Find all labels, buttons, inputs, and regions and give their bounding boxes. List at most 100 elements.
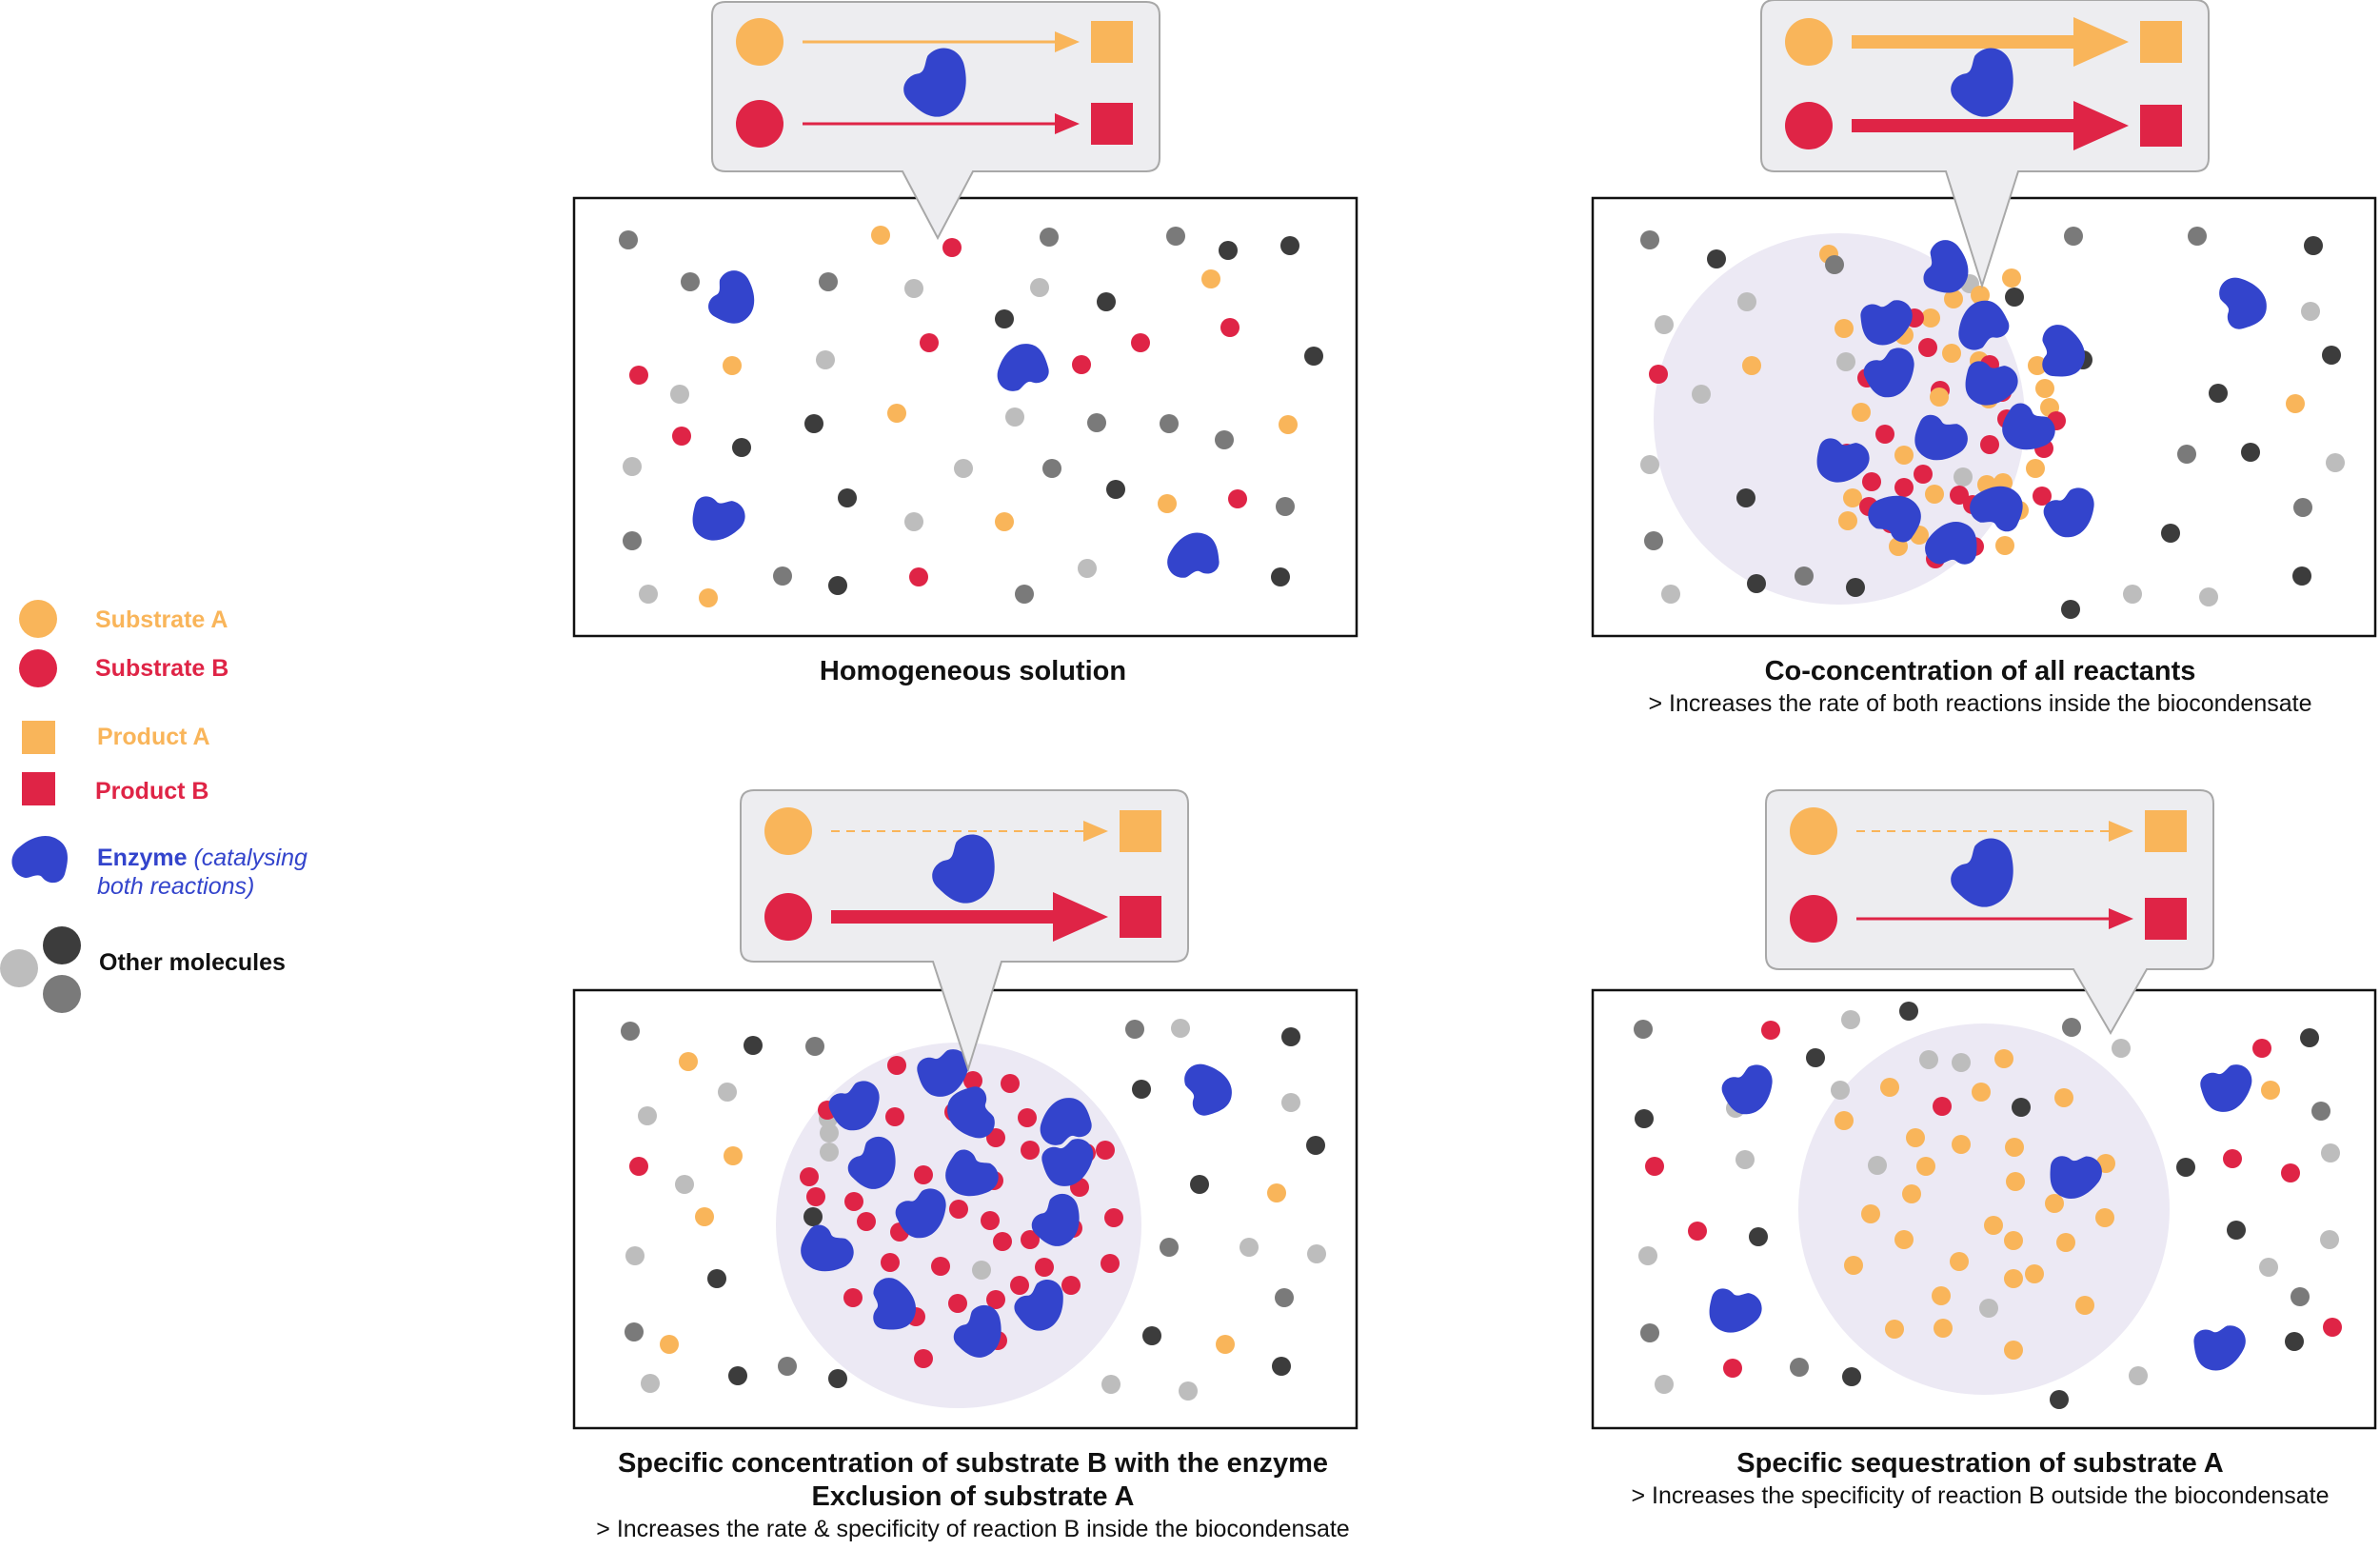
substrate-b-dot [2323,1318,2342,1337]
panel-co-concentration [1591,0,2377,638]
substrate-b-dot [1761,1021,1780,1040]
substrate-a-dot [1930,388,1949,407]
substrate-b-dot [2033,487,2052,506]
other-molecule-dark [1846,578,1865,597]
panel-title: Homogeneous solution [819,656,1127,686]
substrate-a-dot [2026,459,2045,478]
panel-specific-concentration [572,789,1359,1430]
substrate-a-dot [2261,1081,2280,1100]
substrate-b-dot [1104,1208,1123,1227]
legend-label-enzyme: Enzyme (catalysing both reactions) [97,844,364,901]
other-molecule-mid [773,566,792,586]
other-molecule-dark [1142,1326,1161,1345]
other-molecule-dark [744,1036,763,1055]
legend-other-light-icon [0,949,38,987]
other-molecule-dark [2300,1028,2319,1047]
other-molecule-light [904,512,923,531]
other-molecule-light [1655,315,1674,334]
other-molecule-dark [828,1369,847,1388]
substrate-b-dot [881,1253,900,1272]
substrate-a-dot [2025,1264,2044,1283]
other-molecule-mid [2188,227,2207,246]
substrate-a-dot [1971,286,1990,305]
other-molecule-dark [2322,346,2341,365]
substrate-a-dot [1921,308,1940,328]
substrate-a-dot [2095,1208,2114,1227]
other-molecule-dark [838,488,857,507]
other-molecule-mid [1160,1238,1179,1257]
other-molecule-mid [1042,459,1061,478]
product-b-icon [2140,105,2182,147]
other-molecule-dark [1132,1080,1151,1099]
substrate-a-dot [2045,1194,2064,1213]
substrate-b-dot [629,1157,648,1176]
substrate-b-dot [1101,1254,1120,1273]
reaction-arrow-head [2073,101,2129,150]
substrate-b-dot [948,1294,967,1313]
other-molecule-dark [1271,567,1290,586]
caption-specific-concentration: Specific concentration of substrate B wi… [516,1447,1430,1544]
substrate-b-dot [981,1211,1000,1230]
reaction-callout-bubble [1760,0,2210,289]
other-molecule-light [1101,1375,1121,1394]
legend-other-dark-icon [43,926,81,964]
other-molecule-dark [1219,241,1238,260]
other-molecule-light [1179,1381,1198,1401]
substrate-a-dot [1885,1320,1904,1339]
panel-title: Specific concentration of substrate B wi… [617,1448,1329,1479]
product-b-icon [2145,898,2187,940]
other-molecule-dark [1842,1367,1861,1386]
other-molecule-light [1919,1050,1938,1069]
other-molecule-light [1661,585,1680,604]
other-molecule-light [820,1123,839,1143]
legend-label-substrate-a: Substrate A [95,606,228,633]
reaction-callout-bubble [711,1,1160,241]
other-molecule-light [1638,1246,1657,1265]
other-molecule-light [623,457,642,476]
legend-other-mid-icon [43,975,81,1013]
other-molecule-dark [2050,1390,2069,1409]
substrate-a-dot [1942,344,1961,363]
substrate-b-dot [844,1192,863,1211]
other-molecule-mid [2311,1102,2330,1121]
other-molecule-light [1692,385,1711,404]
substrate-a-dot [1902,1184,1921,1203]
substrate-b-dot [931,1257,950,1276]
other-molecule-dark [1306,1136,1325,1155]
other-molecule-light [2112,1039,2131,1058]
other-molecule-light [2123,585,2142,604]
substrate-b-dot [942,238,962,257]
other-molecule-dark [995,309,1014,328]
other-molecule-light [625,1246,645,1265]
other-molecule-light [2320,1230,2339,1249]
substrate-a-dot [1944,289,1963,308]
substrate-a-dot [2028,356,2047,375]
substrate-a-dot [679,1052,698,1071]
substrate-b-dot [993,1232,1012,1251]
substrate-a-dot [2005,1138,2024,1157]
substrate-a-dot [1952,1135,1971,1154]
panels-layer [572,0,2377,1430]
other-molecule-light [1307,1244,1326,1263]
other-molecule-light [820,1143,839,1162]
substrate-b-dot [1072,355,1091,374]
panel-note: > Increases the rate of both reactions i… [1648,690,2312,717]
other-molecule-mid [1087,413,1106,432]
other-molecule-light [2321,1143,2340,1162]
reaction-callout-bubble [1765,789,2214,1036]
substrate-b-dot [2223,1149,2242,1168]
other-molecule-dark [1707,249,1726,268]
substrate-a-dot [1894,446,1914,465]
legend-substrate-a-icon [19,600,57,638]
substrate-b-dot [1228,489,1247,508]
enzyme-label: Enzyme [97,845,188,871]
substrate-a-dot [2004,1269,2023,1288]
other-molecule-mid [621,1022,640,1041]
substrate-b-dot [1688,1222,1707,1241]
other-molecule-dark [1736,488,1755,507]
substrate-a-dot [1861,1204,1880,1223]
other-molecule-dark [1190,1175,1209,1194]
other-molecule-mid [1275,1288,1294,1307]
other-molecule-mid [1634,1020,1653,1039]
panel-title: Specific sequestration of substrate A [1736,1448,2224,1479]
